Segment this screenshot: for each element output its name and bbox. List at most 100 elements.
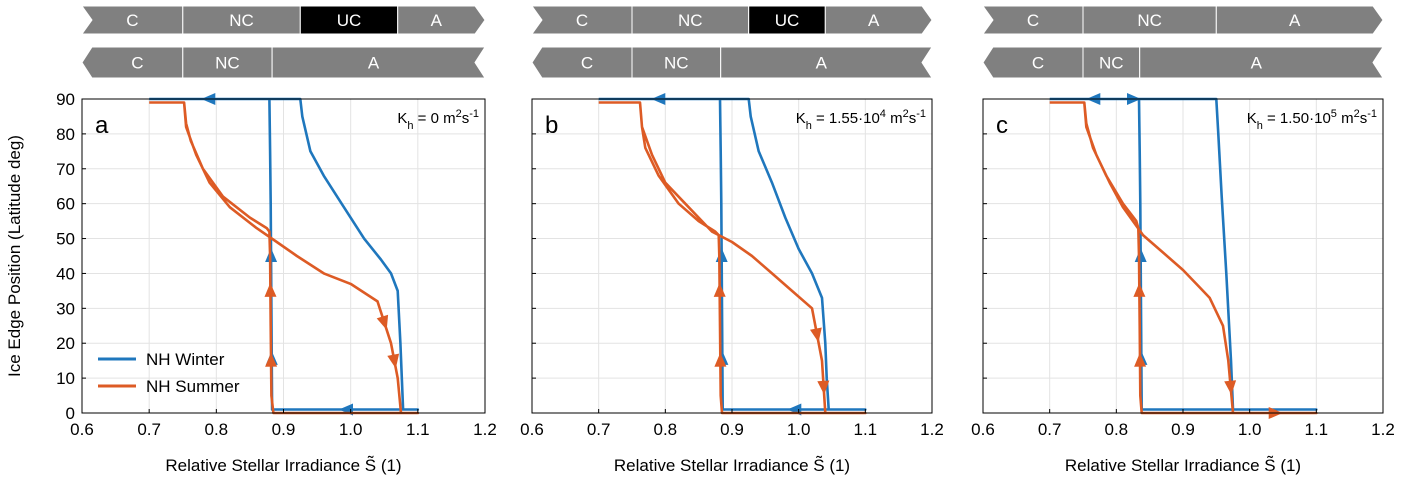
regime-band-label: C [131, 54, 143, 73]
x-tick-label: 0.9 [1171, 420, 1195, 439]
regime-band-bottom-c [982, 46, 1084, 79]
regime-band-top-a [397, 5, 486, 35]
x-tick-label: 0.8 [1105, 420, 1129, 439]
y-tick-label: 40 [56, 264, 75, 283]
direction-arrow [1134, 248, 1147, 262]
regime-band-bottom-c [81, 46, 184, 79]
x-tick-label: 0.9 [272, 420, 296, 439]
direction-arrow [265, 352, 278, 367]
direction-arrow [713, 282, 726, 297]
x-tick-label: 1.0 [1238, 420, 1262, 439]
x-tick-label: 0.7 [137, 420, 161, 439]
regime-band-label: NC [215, 54, 240, 73]
x-tick-label: 1.2 [920, 420, 944, 439]
regime-band-label: A [368, 54, 380, 73]
x-tick-label: 0.7 [587, 420, 611, 439]
kh-part: m [1337, 110, 1354, 127]
y-axis-label: Ice Edge Position (Latitude deg) [5, 135, 24, 377]
regime-band-label: C [576, 11, 588, 30]
kh-part: K [1247, 110, 1257, 127]
x-tick-label: 0.9 [720, 420, 744, 439]
x-axis-label: Relative Stellar Irradiance S̃ (1) [165, 455, 401, 475]
y-tick-label: 90 [56, 90, 75, 109]
kh-part: 2 [903, 108, 909, 120]
direction-arrow [376, 314, 389, 330]
panel-letter: b [545, 112, 558, 139]
regime-band-bottom-a [720, 46, 933, 79]
direction-arrow [817, 380, 830, 395]
kh-part: m [886, 110, 903, 127]
regime-band-label: NC [664, 54, 689, 73]
x-tick-label: 0.8 [654, 420, 678, 439]
regime-band-top-a [1215, 5, 1384, 35]
kh-part: s [462, 110, 470, 127]
regime-band-label: C [581, 54, 593, 73]
x-tick-label: 0.6 [520, 420, 544, 439]
kh-part: h [407, 120, 413, 132]
kh-part: -1 [1367, 108, 1377, 120]
direction-arrow [1224, 380, 1237, 395]
regime-band-label: NC [1137, 11, 1162, 30]
panel-b: C NC UC A C NC A 0.6 0.7 0.8 0.9 1.0 1.1 1.2 Relative … [520, 5, 944, 475]
direction-arrow [810, 327, 822, 343]
regime-band-top-a [824, 5, 933, 35]
x-tick-label: 1.0 [339, 420, 363, 439]
kh-part: K [397, 110, 407, 127]
y-tick-label: 80 [56, 125, 75, 144]
regime-band-label: NC [1099, 54, 1124, 73]
legend-label: NH Summer [146, 377, 240, 396]
regime-band-label: A [868, 11, 880, 30]
regime-band-bottom-a [1139, 46, 1384, 79]
direction-arrow [714, 352, 727, 367]
x-tick-label: 1.2 [1371, 420, 1395, 439]
y-tick-label: 50 [56, 230, 75, 249]
regime-band-label: A [1289, 11, 1301, 30]
y-tick-label: 20 [56, 334, 75, 353]
x-tick-label: 0.7 [1038, 420, 1062, 439]
x-axis-label: Relative Stellar Irradiance S̃ (1) [614, 455, 850, 475]
series-line-nh-winter [149, 97, 420, 411]
y-tick-label: 0 [66, 404, 75, 423]
direction-arrow [264, 282, 277, 297]
regime-band-bottom-a [271, 46, 486, 79]
regime-band-label: C [1027, 11, 1039, 30]
kh-part: -1 [916, 108, 926, 120]
regime-band-label: NC [229, 11, 254, 30]
kh-annotation: Kh = 0 m2s-1 [397, 108, 479, 132]
kh-part: = 1.55·10 [812, 110, 880, 127]
x-axis-label: Relative Stellar Irradiance S̃ (1) [1065, 455, 1301, 475]
panel-letter: c [996, 112, 1008, 139]
regime-band-bottom-c [531, 46, 633, 79]
kh-part: s [909, 110, 917, 127]
regime-band-label: NC [678, 11, 703, 30]
kh-part: 5 [1331, 108, 1337, 120]
kh-part: = 0 m [413, 110, 455, 127]
x-tick-label: 1.1 [854, 420, 878, 439]
panel-a: C NC UC A C NC A 0.6 0.7 0.8 0.9 1.0 1.1 1.2 0 10 20 30 40… [5, 5, 497, 475]
kh-part: 2 [1354, 108, 1360, 120]
regime-band-label: A [431, 11, 443, 30]
y-tick-label: 10 [56, 369, 75, 388]
x-tick-label: 1.1 [1305, 420, 1329, 439]
regime-band-label: UC [337, 11, 362, 30]
y-tick-label: 70 [56, 160, 75, 179]
direction-arrow [387, 353, 400, 369]
panel-letter: a [95, 112, 109, 139]
x-tick-label: 1.1 [406, 420, 430, 439]
regime-band-label: A [1251, 54, 1263, 73]
kh-part: 2 [456, 108, 462, 120]
x-tick-label: 1.0 [787, 420, 811, 439]
series-line-nh-winter [598, 97, 867, 411]
x-tick-label: 0.6 [70, 420, 94, 439]
y-tick-label: 30 [56, 299, 75, 318]
direction-arrow [1134, 352, 1147, 367]
kh-part: 4 [880, 108, 886, 120]
kh-part: h [1257, 120, 1263, 132]
x-tick-label: 0.8 [205, 420, 229, 439]
regime-band-label: A [816, 54, 828, 73]
x-tick-label: 1.2 [473, 420, 497, 439]
panel-c: C NC A C NC A 0.6 0.7 0.8 0.9 1.0 1.1 1.2 Relative St… [971, 5, 1395, 475]
legend-label: NH Winter [146, 350, 225, 369]
kh-part: = 1.50·10 [1263, 110, 1331, 127]
